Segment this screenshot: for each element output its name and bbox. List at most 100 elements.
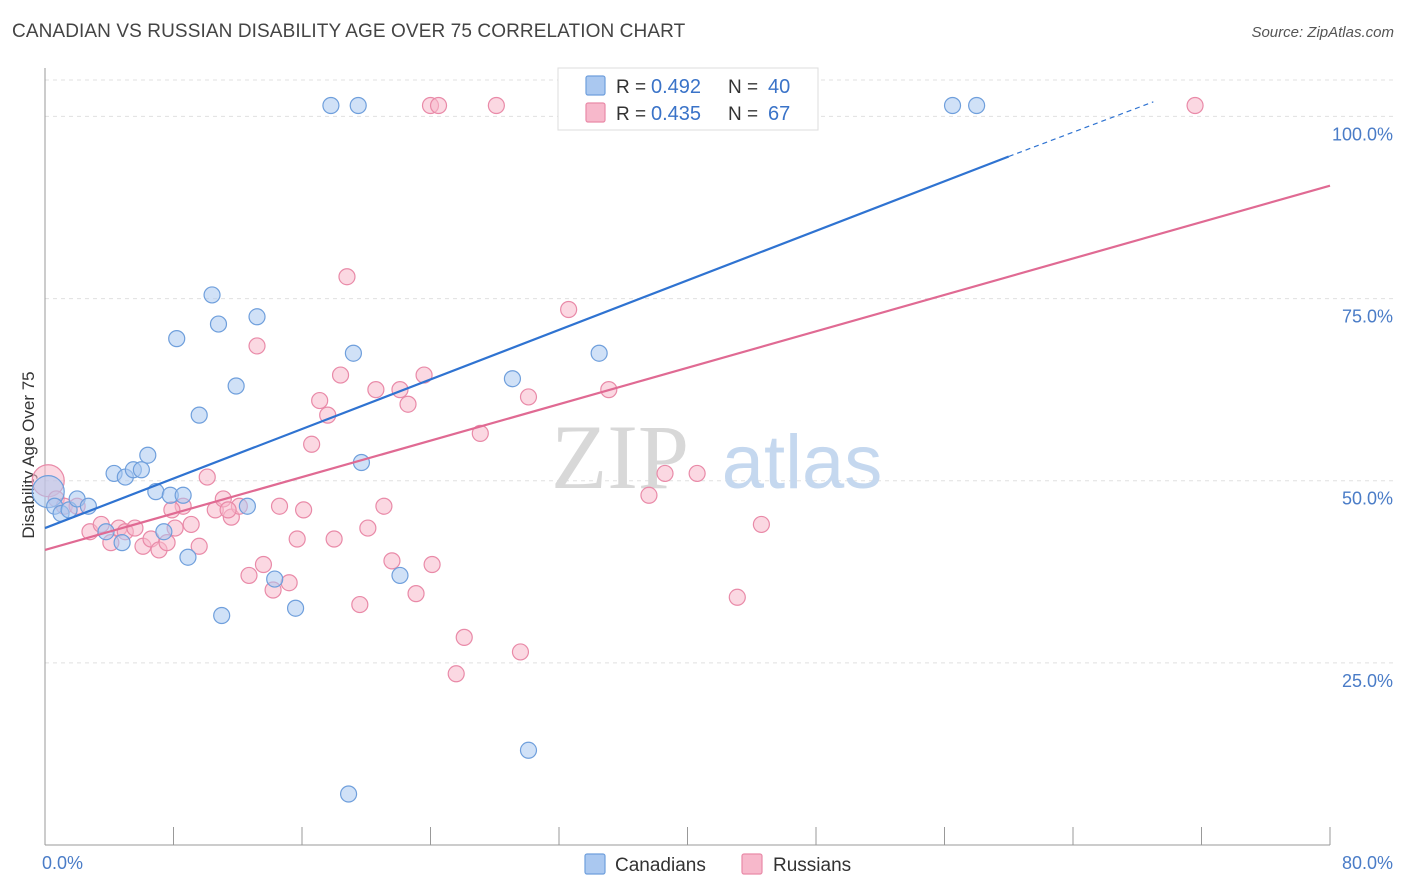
- point-canadians: [344, 344, 362, 362]
- point-russians: [182, 515, 200, 534]
- point-russians: [471, 424, 489, 442]
- point-canadians: [391, 566, 409, 585]
- point-russians: [383, 552, 401, 570]
- point-russians: [640, 486, 658, 504]
- point-russians: [688, 464, 706, 483]
- axes: [44, 68, 1331, 846]
- trend-line-canadians: [44, 155, 1010, 530]
- point-canadians: [339, 785, 358, 803]
- bottom-legend-swatch-russians: [741, 853, 763, 875]
- point-russians: [487, 96, 505, 115]
- watermark: ZIP atlas: [551, 406, 882, 508]
- point-russians: [331, 366, 350, 384]
- point-canadians: [209, 315, 228, 333]
- point-russians: [1186, 96, 1204, 115]
- point-canadians: [179, 548, 197, 566]
- point-russians: [560, 300, 578, 319]
- point-russians: [311, 391, 329, 410]
- point-canadians: [322, 96, 340, 115]
- legend-n-value-canadians: 40: [768, 76, 790, 98]
- point-russians: [752, 515, 770, 534]
- trend-lines: [44, 101, 1331, 551]
- point-russians: [280, 574, 298, 592]
- point-russians: [656, 464, 674, 483]
- point-russians: [359, 519, 377, 537]
- data-points: [31, 96, 1204, 803]
- y-tick-label: 100.0%: [1332, 124, 1393, 144]
- point-russians: [295, 501, 313, 519]
- legend-r-value-canadians: 0.492: [651, 76, 701, 98]
- point-canadians: [943, 96, 962, 115]
- y-tick-label: 25.0%: [1342, 671, 1393, 691]
- point-canadians: [248, 308, 266, 326]
- watermark-zip: ZIP: [551, 406, 689, 508]
- legend-r-label: R =: [616, 104, 646, 125]
- point-canadians: [139, 446, 157, 464]
- point-russians: [423, 555, 441, 574]
- point-russians: [455, 628, 473, 646]
- point-russians: [219, 501, 237, 519]
- point-canadians: [227, 377, 245, 395]
- point-russians: [728, 588, 746, 606]
- point-canadians: [168, 330, 186, 348]
- point-canadians: [213, 606, 231, 625]
- legend-swatch-canadians: [585, 75, 606, 96]
- point-russians: [325, 530, 343, 548]
- legend-row-canadians: R = 0.492 N = 40: [585, 75, 790, 98]
- point-russians: [351, 595, 369, 614]
- point-russians: [399, 395, 417, 413]
- point-russians: [288, 530, 306, 548]
- point-canadians: [349, 96, 367, 115]
- legend-swatch-russians: [585, 102, 606, 123]
- trend-line-russians: [44, 184, 1331, 551]
- watermark-atlas: atlas: [722, 420, 883, 505]
- y-tick-label: 50.0%: [1342, 489, 1393, 509]
- legend-row-russians: R = 0.435 N = 67: [585, 102, 790, 125]
- bottom-legend-label-canadians: Canadians: [615, 855, 706, 876]
- point-canadians: [155, 523, 173, 541]
- y-tick-labels: 25.0% 50.0% 75.0% 100.0%: [1332, 124, 1393, 690]
- y-tick-label: 75.0%: [1342, 307, 1393, 327]
- point-russians: [407, 585, 425, 603]
- x-tick-label: 80.0%: [1342, 853, 1393, 873]
- bottom-legend: Canadians Russians: [584, 853, 851, 876]
- point-canadians: [266, 570, 284, 588]
- point-russians: [248, 337, 266, 355]
- legend-n-label: N =: [728, 77, 758, 98]
- point-canadians: [286, 599, 305, 617]
- point-russians: [511, 643, 530, 661]
- x-tick-label: 0.0%: [42, 853, 83, 873]
- point-canadians: [190, 406, 208, 424]
- point-russians: [254, 555, 273, 574]
- bottom-legend-label-russians: Russians: [773, 855, 851, 876]
- point-canadians: [968, 96, 986, 115]
- point-russians: [447, 665, 465, 683]
- point-canadians: [113, 534, 131, 552]
- legend-n-label: N =: [728, 104, 758, 125]
- point-canadians: [132, 461, 150, 479]
- point-russians: [303, 435, 321, 453]
- point-canadians: [238, 497, 256, 515]
- point-canadians: [174, 486, 192, 504]
- point-russians: [375, 497, 393, 515]
- trend-line-canadians-extension: [1008, 101, 1154, 158]
- point-russians: [240, 566, 258, 585]
- y-axis-label: Disability Age Over 75: [19, 371, 38, 538]
- legend: R = 0.492 N = 40 R = 0.435 N = 67: [557, 67, 819, 131]
- point-russians: [270, 497, 289, 515]
- chart-title: CANADIAN VS RUSSIAN DISABILITY AGE OVER …: [12, 21, 686, 42]
- point-russians: [519, 388, 538, 406]
- point-russians: [198, 468, 216, 486]
- point-canadians: [590, 344, 608, 362]
- chart-source: Source: ZipAtlas.com: [1251, 24, 1394, 41]
- point-canadians: [503, 370, 522, 388]
- point-russians: [429, 96, 448, 115]
- bottom-legend-swatch-canadians: [584, 853, 606, 875]
- legend-r-label: R =: [616, 77, 646, 98]
- point-russians: [190, 537, 208, 555]
- point-canadians: [203, 286, 221, 304]
- x-tick-labels: 0.0% 80.0%: [42, 853, 1393, 873]
- legend-n-value-russians: 67: [768, 103, 790, 125]
- point-russians: [367, 381, 385, 399]
